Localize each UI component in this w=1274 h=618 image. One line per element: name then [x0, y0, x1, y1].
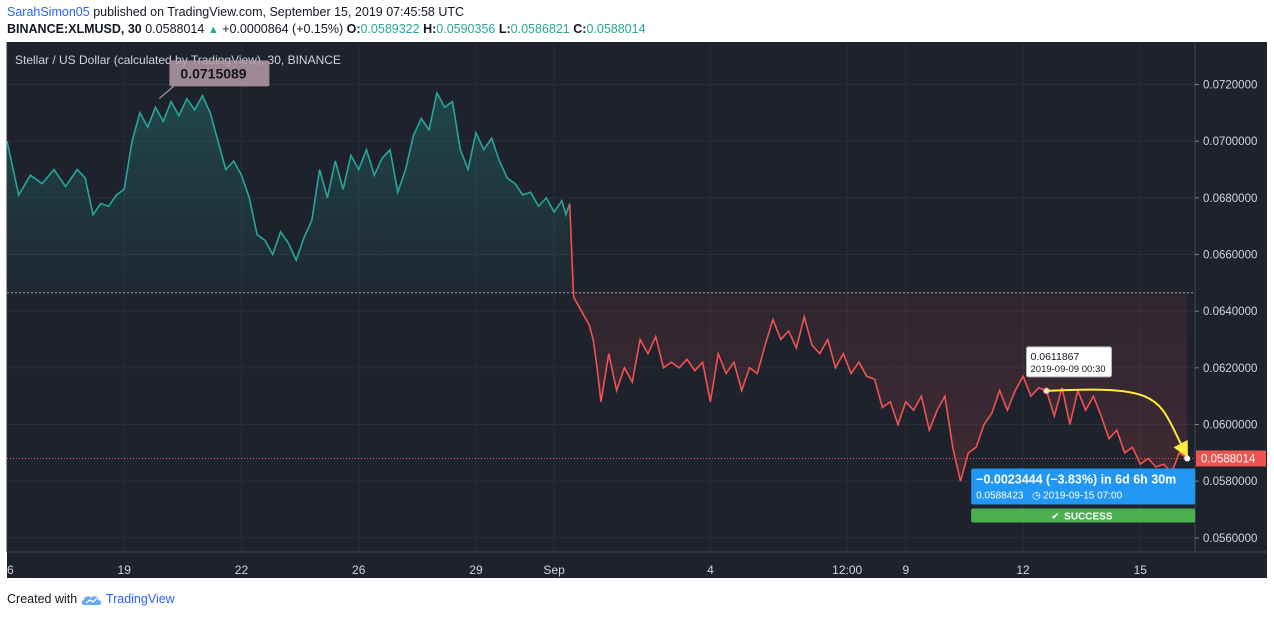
check-icon: ✔ — [1051, 511, 1059, 522]
price-axis-bg — [1195, 42, 1267, 552]
time-axis-ticks: 6 19 22 26 29 Sep 4 12:00 9 12 15 — [7, 563, 1147, 577]
price-tick-label: 0.0580000 — [1203, 476, 1257, 488]
measure-box: −0.0023444 (−3.83%) in 6d 6h 30m 0.05884… — [971, 468, 1196, 523]
success-label: SUCCESS — [1064, 511, 1113, 522]
high-callout-leader — [159, 85, 174, 99]
published-text: published on TradingView.com, September … — [93, 5, 465, 19]
high-callout-text: 0.0715089 — [180, 65, 246, 81]
point-tooltip: 0.0611867 2019-09-09 00:30 — [1026, 346, 1112, 395]
last-price-tag-text: 0.0588014 — [1201, 453, 1256, 465]
price-tick-label: 0.0620000 — [1203, 363, 1257, 375]
high-callout-box — [169, 60, 270, 87]
price-line-down — [568, 203, 1188, 482]
open-label: O: — [346, 22, 361, 36]
time-tick-label: 12:00 — [832, 563, 862, 577]
tradingview-cloud-icon — [81, 595, 101, 605]
author-link[interactable]: SarahSimon05 — [7, 5, 90, 19]
price-tick-label: 0.0560000 — [1203, 533, 1257, 545]
price-tick-label: 0.0660000 — [1203, 250, 1257, 262]
time-tick-label: 15 — [1134, 563, 1148, 577]
time-tick-label: 29 — [469, 563, 483, 577]
arrow-end-marker — [1184, 455, 1191, 462]
change-up-icon: ▲ — [207, 24, 219, 36]
last-price-tag — [1196, 450, 1266, 467]
change-value: +0.0000864 (+0.15%) — [222, 22, 344, 36]
low-label: L: — [498, 22, 511, 36]
footer: Created with TradingView — [7, 592, 175, 607]
low-value: 0.0586821 — [510, 22, 570, 36]
chart-header: SarahSimon05 published on TradingView.co… — [7, 4, 1267, 40]
projection-arrow — [1046, 388, 1188, 458]
publish-line: SarahSimon05 published on TradingView.co… — [7, 4, 1267, 21]
high-label: H: — [423, 22, 437, 36]
measure-box-bg — [971, 468, 1196, 505]
ohlc-line: BINANCE:XLMUSD, 30 0.0588014 ▲ +0.000086… — [7, 21, 1267, 39]
up-area-fill — [7, 93, 570, 293]
price-tick-label: 0.0600000 — [1203, 420, 1257, 432]
point-tooltip-value: 0.0611867 — [1031, 351, 1080, 363]
measure-change-text: −0.0023444 (−3.83%) in 6d 6h 30m — [976, 472, 1176, 486]
time-tick-label: Sep — [543, 563, 565, 577]
success-badge — [971, 508, 1196, 523]
time-tick-label: 26 — [352, 563, 366, 577]
time-tick-label: 22 — [235, 563, 249, 577]
time-tick-label: 6 — [7, 563, 14, 577]
high-value: 0.0590356 — [436, 22, 496, 36]
down-area-fill — [569, 203, 1188, 482]
price-axis-ticks: 0.0720000 0.0700000 0.0680000 0.0660000 0.06… — [1195, 80, 1257, 545]
close-value: 0.0588014 — [586, 22, 646, 36]
time-axis[interactable]: 6 19 22 26 29 Sep 4 12:00 9 12 15 — [7, 551, 1267, 577]
price-chart[interactable]: Stellar / US Dollar (calculated by Tradi… — [0, 42, 1274, 582]
high-callout: 0.0715089 — [159, 60, 270, 99]
clock-icon: ◷ — [1032, 490, 1041, 501]
measure-date-text: 2019-09-15 07:00 — [1043, 490, 1122, 501]
time-tick-label: 4 — [707, 563, 714, 577]
price-tick-label: 0.0640000 — [1203, 306, 1257, 318]
price-tick-label: 0.0680000 — [1203, 193, 1257, 205]
price-axis[interactable]: 0.0720000 0.0700000 0.0680000 0.0660000 0.06… — [1194, 42, 1267, 552]
point-tooltip-box — [1026, 346, 1112, 378]
tradingview-link[interactable]: TradingView — [105, 592, 175, 606]
time-tick-label: 9 — [902, 563, 909, 577]
close-label: C: — [573, 22, 587, 36]
price-line-up — [6, 90, 571, 263]
price-tick-label: 0.0700000 — [1203, 136, 1257, 148]
open-value: 0.0589322 — [360, 22, 420, 36]
measure-value-text: 0.0588423 — [976, 490, 1024, 501]
price-tick-label: 0.0720000 — [1203, 80, 1257, 92]
point-tooltip-date: 2019-09-09 00:30 — [1031, 364, 1106, 375]
time-tick-label: 19 — [118, 563, 132, 577]
created-with-text: Created with — [7, 592, 78, 606]
last-value: 0.0588014 — [145, 22, 205, 36]
symbol-interval: BINANCE:XLMUSD, 30 — [7, 22, 142, 36]
time-tick-label: 12 — [1016, 563, 1030, 577]
